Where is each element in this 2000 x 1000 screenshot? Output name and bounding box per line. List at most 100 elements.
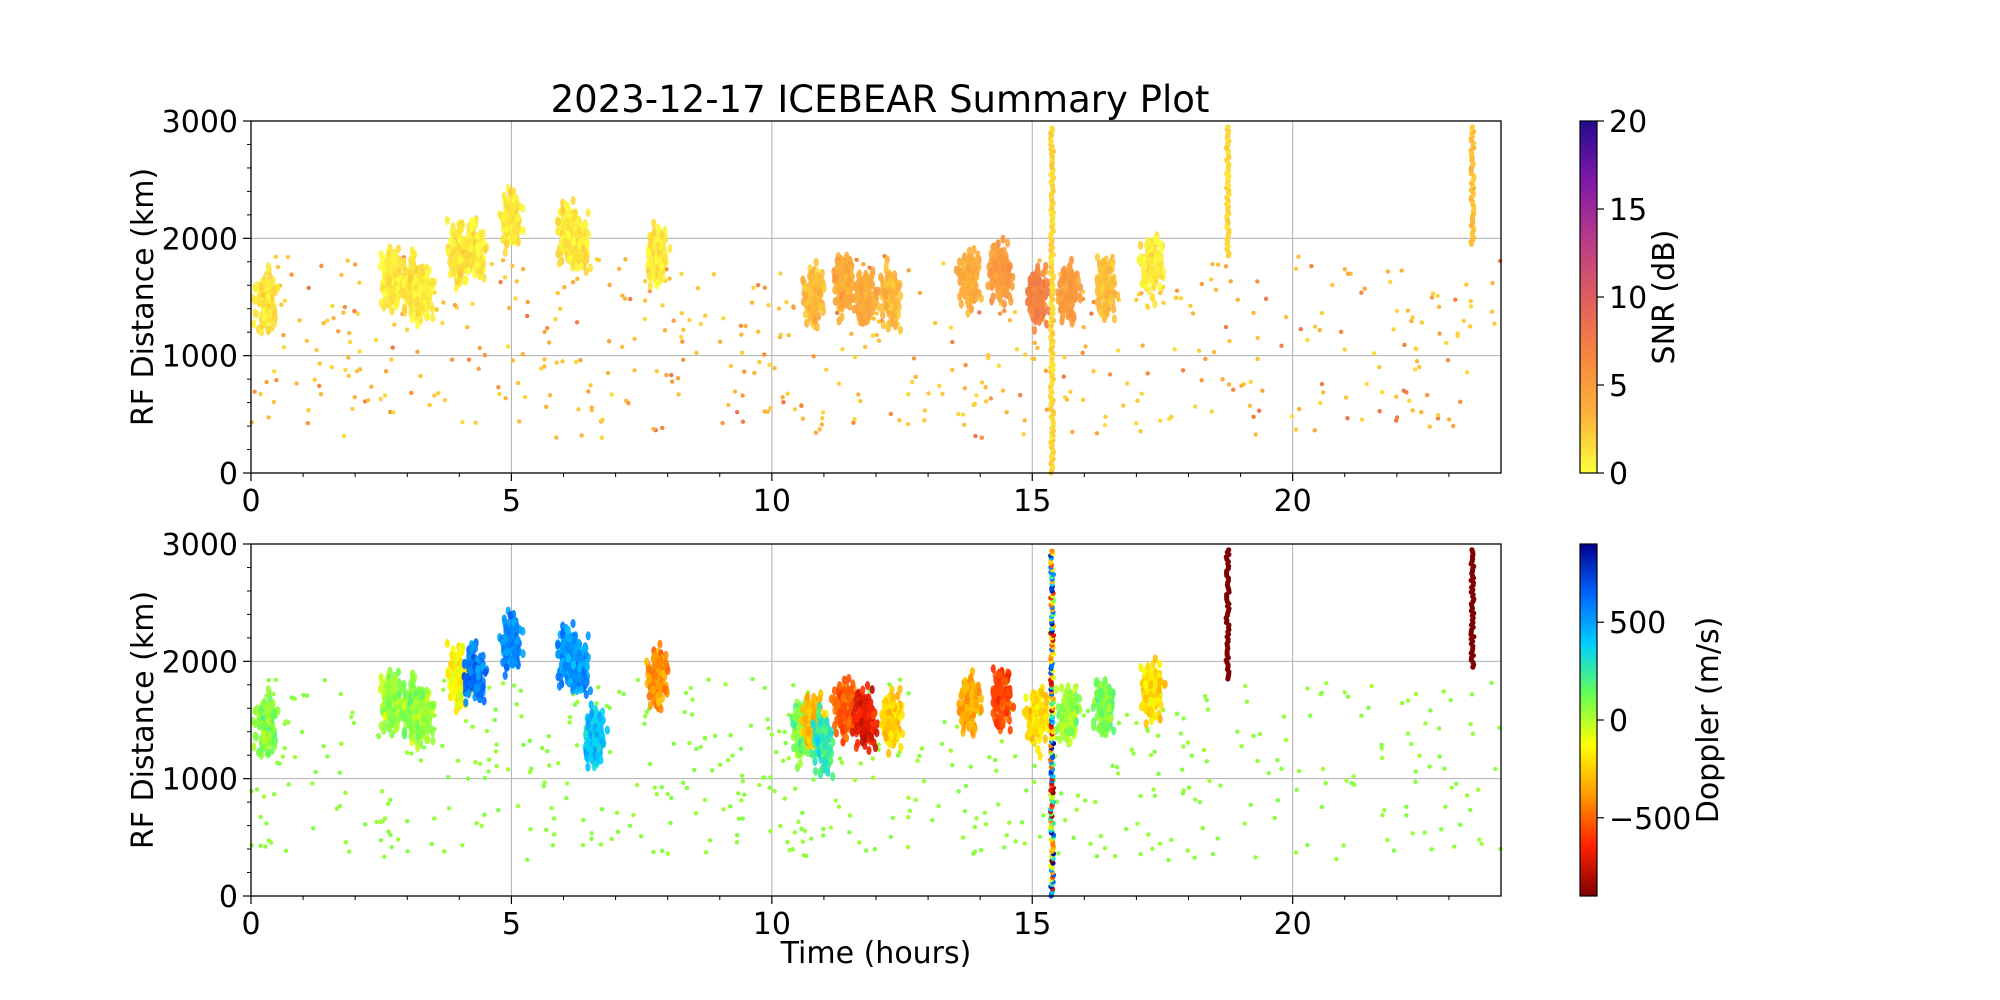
echo-point [346,373,351,379]
echo-point [913,374,918,380]
echo-point [429,841,434,847]
snr-colorbar-label: SNR (dB) [1647,230,1682,365]
echo-point [678,334,684,340]
echo-point [376,733,381,738]
echo-point [1025,296,1032,306]
echo-point [1468,807,1473,813]
echo-point [1134,720,1139,726]
echo-point [357,367,363,372]
snr-colorbar-ramp [1579,120,1598,474]
echo-point [350,710,355,715]
echo-point [1427,764,1432,769]
echo-point [858,304,864,314]
echo-point [664,372,669,378]
echo-point [1235,297,1240,302]
echo-point [394,299,400,309]
echo-point [667,276,672,281]
echo-point [782,796,787,801]
echo-point [1139,391,1144,396]
echo-point [1094,854,1100,859]
echo-point [378,838,384,843]
echo-point [1477,837,1482,842]
echo-point [277,761,282,766]
echo-point [460,419,465,425]
echo-point [1296,254,1301,259]
echo-point [808,271,814,281]
echo-point [792,407,798,412]
echo-point [847,255,853,265]
echo-point [249,420,254,425]
echo-point [583,220,589,230]
echo-point [404,819,410,824]
echo-point [317,383,322,389]
echo-point [337,770,342,775]
echo-point [857,840,862,845]
echo-point [564,781,570,786]
echo-point [1137,240,1144,250]
echo-point [1413,691,1419,697]
echo-point [587,263,594,273]
echo-point [1391,848,1397,853]
echo-point [1123,826,1129,832]
echo-point [766,726,771,731]
echo-point [1255,356,1260,362]
echo-point [906,814,911,820]
echo-point [1062,817,1068,823]
echo-point [455,758,461,763]
echo-point [840,347,845,352]
echo-point [644,710,650,715]
echo-point [294,381,299,386]
snr-scatter-marks [249,124,1503,476]
echo-point [1060,312,1066,322]
echo-point [378,249,384,259]
echo-point [305,421,311,426]
echo-point [1468,721,1473,727]
echo-point [252,283,258,293]
echo-point [1098,307,1104,317]
echo-point [493,707,498,712]
echo-point [799,826,804,831]
echo-point [1489,309,1495,314]
echo-point [734,409,740,415]
echo-point [1111,314,1118,324]
echo-point [671,741,676,746]
echo-point [864,848,869,853]
echo-point [1446,417,1452,422]
echo-point [1399,268,1404,273]
echo-point [973,272,980,282]
echo-point [1317,327,1322,333]
echo-point [657,273,664,283]
y-tick-label: 2000 [162,222,238,257]
echo-point [399,286,405,296]
echo-point [1181,716,1186,721]
echo-point [617,689,622,695]
echo-point [1479,841,1484,847]
echo-point [570,196,576,206]
echo-point [568,244,574,254]
echo-point [1417,364,1422,370]
echo-point [430,736,436,746]
echo-point [692,767,697,773]
echo-point [567,714,573,720]
echo-point [1359,417,1365,422]
echo-point [381,302,387,312]
echo-point [528,827,533,832]
echo-point [269,322,275,332]
echo-point [728,732,733,738]
echo-point [596,685,601,690]
echo-point [726,402,731,408]
echo-point [565,230,571,240]
echo-point [1066,310,1072,320]
echo-point [261,312,267,322]
echo-point [321,743,326,749]
echo-point [905,844,911,850]
echo-point [313,769,318,775]
echo-point [500,258,506,263]
echo-point [963,362,968,368]
echo-point [264,284,270,294]
echo-point [1320,390,1326,395]
echo-point [252,308,258,318]
echo-point [1000,388,1006,393]
echo-point [440,743,445,749]
